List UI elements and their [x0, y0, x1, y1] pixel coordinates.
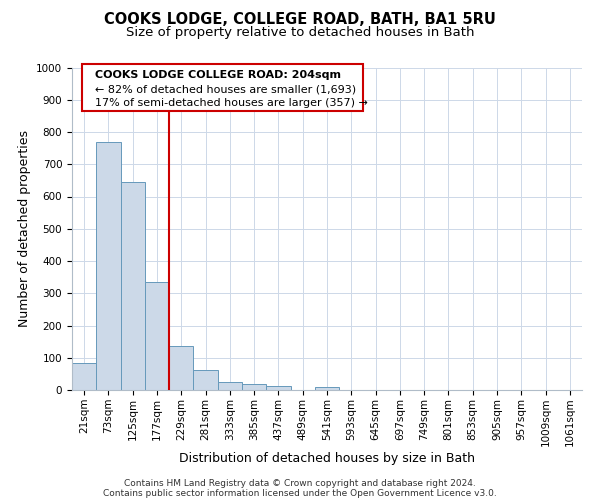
X-axis label: Distribution of detached houses by size in Bath: Distribution of detached houses by size …	[179, 452, 475, 465]
Text: Contains public sector information licensed under the Open Government Licence v3: Contains public sector information licen…	[103, 489, 497, 498]
Bar	[96, 142, 121, 390]
Bar	[266, 386, 290, 390]
Bar	[193, 370, 218, 390]
Text: COOKS LODGE, COLLEGE ROAD, BATH, BA1 5RU: COOKS LODGE, COLLEGE ROAD, BATH, BA1 5RU	[104, 12, 496, 28]
Text: ← 82% of detached houses are smaller (1,693): ← 82% of detached houses are smaller (1,…	[95, 84, 356, 94]
Text: COOKS LODGE COLLEGE ROAD: 204sqm: COOKS LODGE COLLEGE ROAD: 204sqm	[95, 70, 341, 80]
FancyBboxPatch shape	[82, 64, 363, 111]
Bar	[218, 382, 242, 390]
Bar	[72, 362, 96, 390]
Text: 17% of semi-detached houses are larger (357) →: 17% of semi-detached houses are larger (…	[95, 98, 368, 108]
Y-axis label: Number of detached properties: Number of detached properties	[17, 130, 31, 327]
Bar	[315, 388, 339, 390]
Bar	[121, 182, 145, 390]
Text: Contains HM Land Registry data © Crown copyright and database right 2024.: Contains HM Land Registry data © Crown c…	[124, 478, 476, 488]
Bar	[169, 346, 193, 390]
Bar	[242, 384, 266, 390]
Text: Size of property relative to detached houses in Bath: Size of property relative to detached ho…	[126, 26, 474, 39]
Bar	[145, 282, 169, 390]
